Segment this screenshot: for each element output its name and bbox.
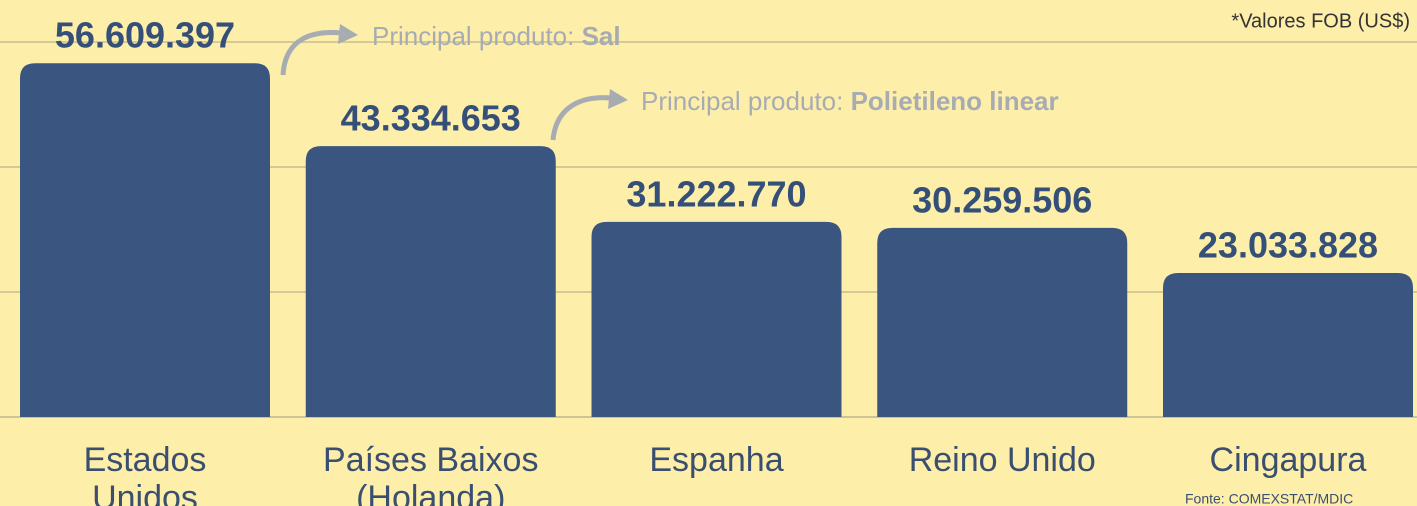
bar xyxy=(877,227,1128,417)
annotation: Principal produto: Polietileno linear xyxy=(641,86,1059,116)
annotation-arrowhead xyxy=(608,89,628,109)
value-label: 43.334.653 xyxy=(341,98,521,139)
annotation-arrow xyxy=(280,30,351,76)
value-label: 30.259.506 xyxy=(912,179,1092,220)
source: Fonte: COMEXSTAT/MDIC xyxy=(1185,491,1353,506)
bar xyxy=(20,63,270,417)
bars xyxy=(20,63,1413,417)
annotation: Principal produto: Sal xyxy=(372,21,621,51)
annotation-prefix: Principal produto: xyxy=(372,21,574,51)
value-label: 23.033.828 xyxy=(1198,225,1378,266)
x-tick-label: Países Baixos (Holanda) xyxy=(323,441,538,506)
annotation-arrow xyxy=(550,95,621,141)
x-tick-label-line: Unidos xyxy=(92,479,198,506)
value-label: 56.609.397 xyxy=(55,15,235,56)
labels: 56.609.397 Estados Unidos 43.334.653 Países … xyxy=(55,15,1378,506)
bar xyxy=(305,146,556,417)
value-label: 31.222.770 xyxy=(626,173,806,214)
annotation-arrowhead xyxy=(338,24,358,44)
x-tick-label-line: Espanha xyxy=(649,441,783,479)
x-tick-label-line: Estados xyxy=(84,441,207,479)
bar xyxy=(1163,273,1413,417)
note: *Valores FOB (US$) xyxy=(1231,10,1410,32)
x-tick-label: Cingapura xyxy=(1210,441,1367,479)
x-tick-label-line: Reino Unido xyxy=(909,441,1096,479)
bar xyxy=(591,221,842,417)
x-tick-label-line: (Holanda) xyxy=(356,479,505,506)
x-tick-label-line: Cingapura xyxy=(1210,441,1367,479)
x-tick-label: Espanha xyxy=(649,441,783,479)
x-tick-label: Reino Unido xyxy=(909,441,1096,479)
annotation-highlight: Sal xyxy=(582,21,621,51)
x-tick-label: Estados Unidos xyxy=(84,441,207,506)
x-tick-label-line: Países Baixos xyxy=(323,441,538,479)
annotation-prefix: Principal produto: xyxy=(641,86,843,116)
annotation-highlight: Polietileno linear xyxy=(851,86,1059,116)
